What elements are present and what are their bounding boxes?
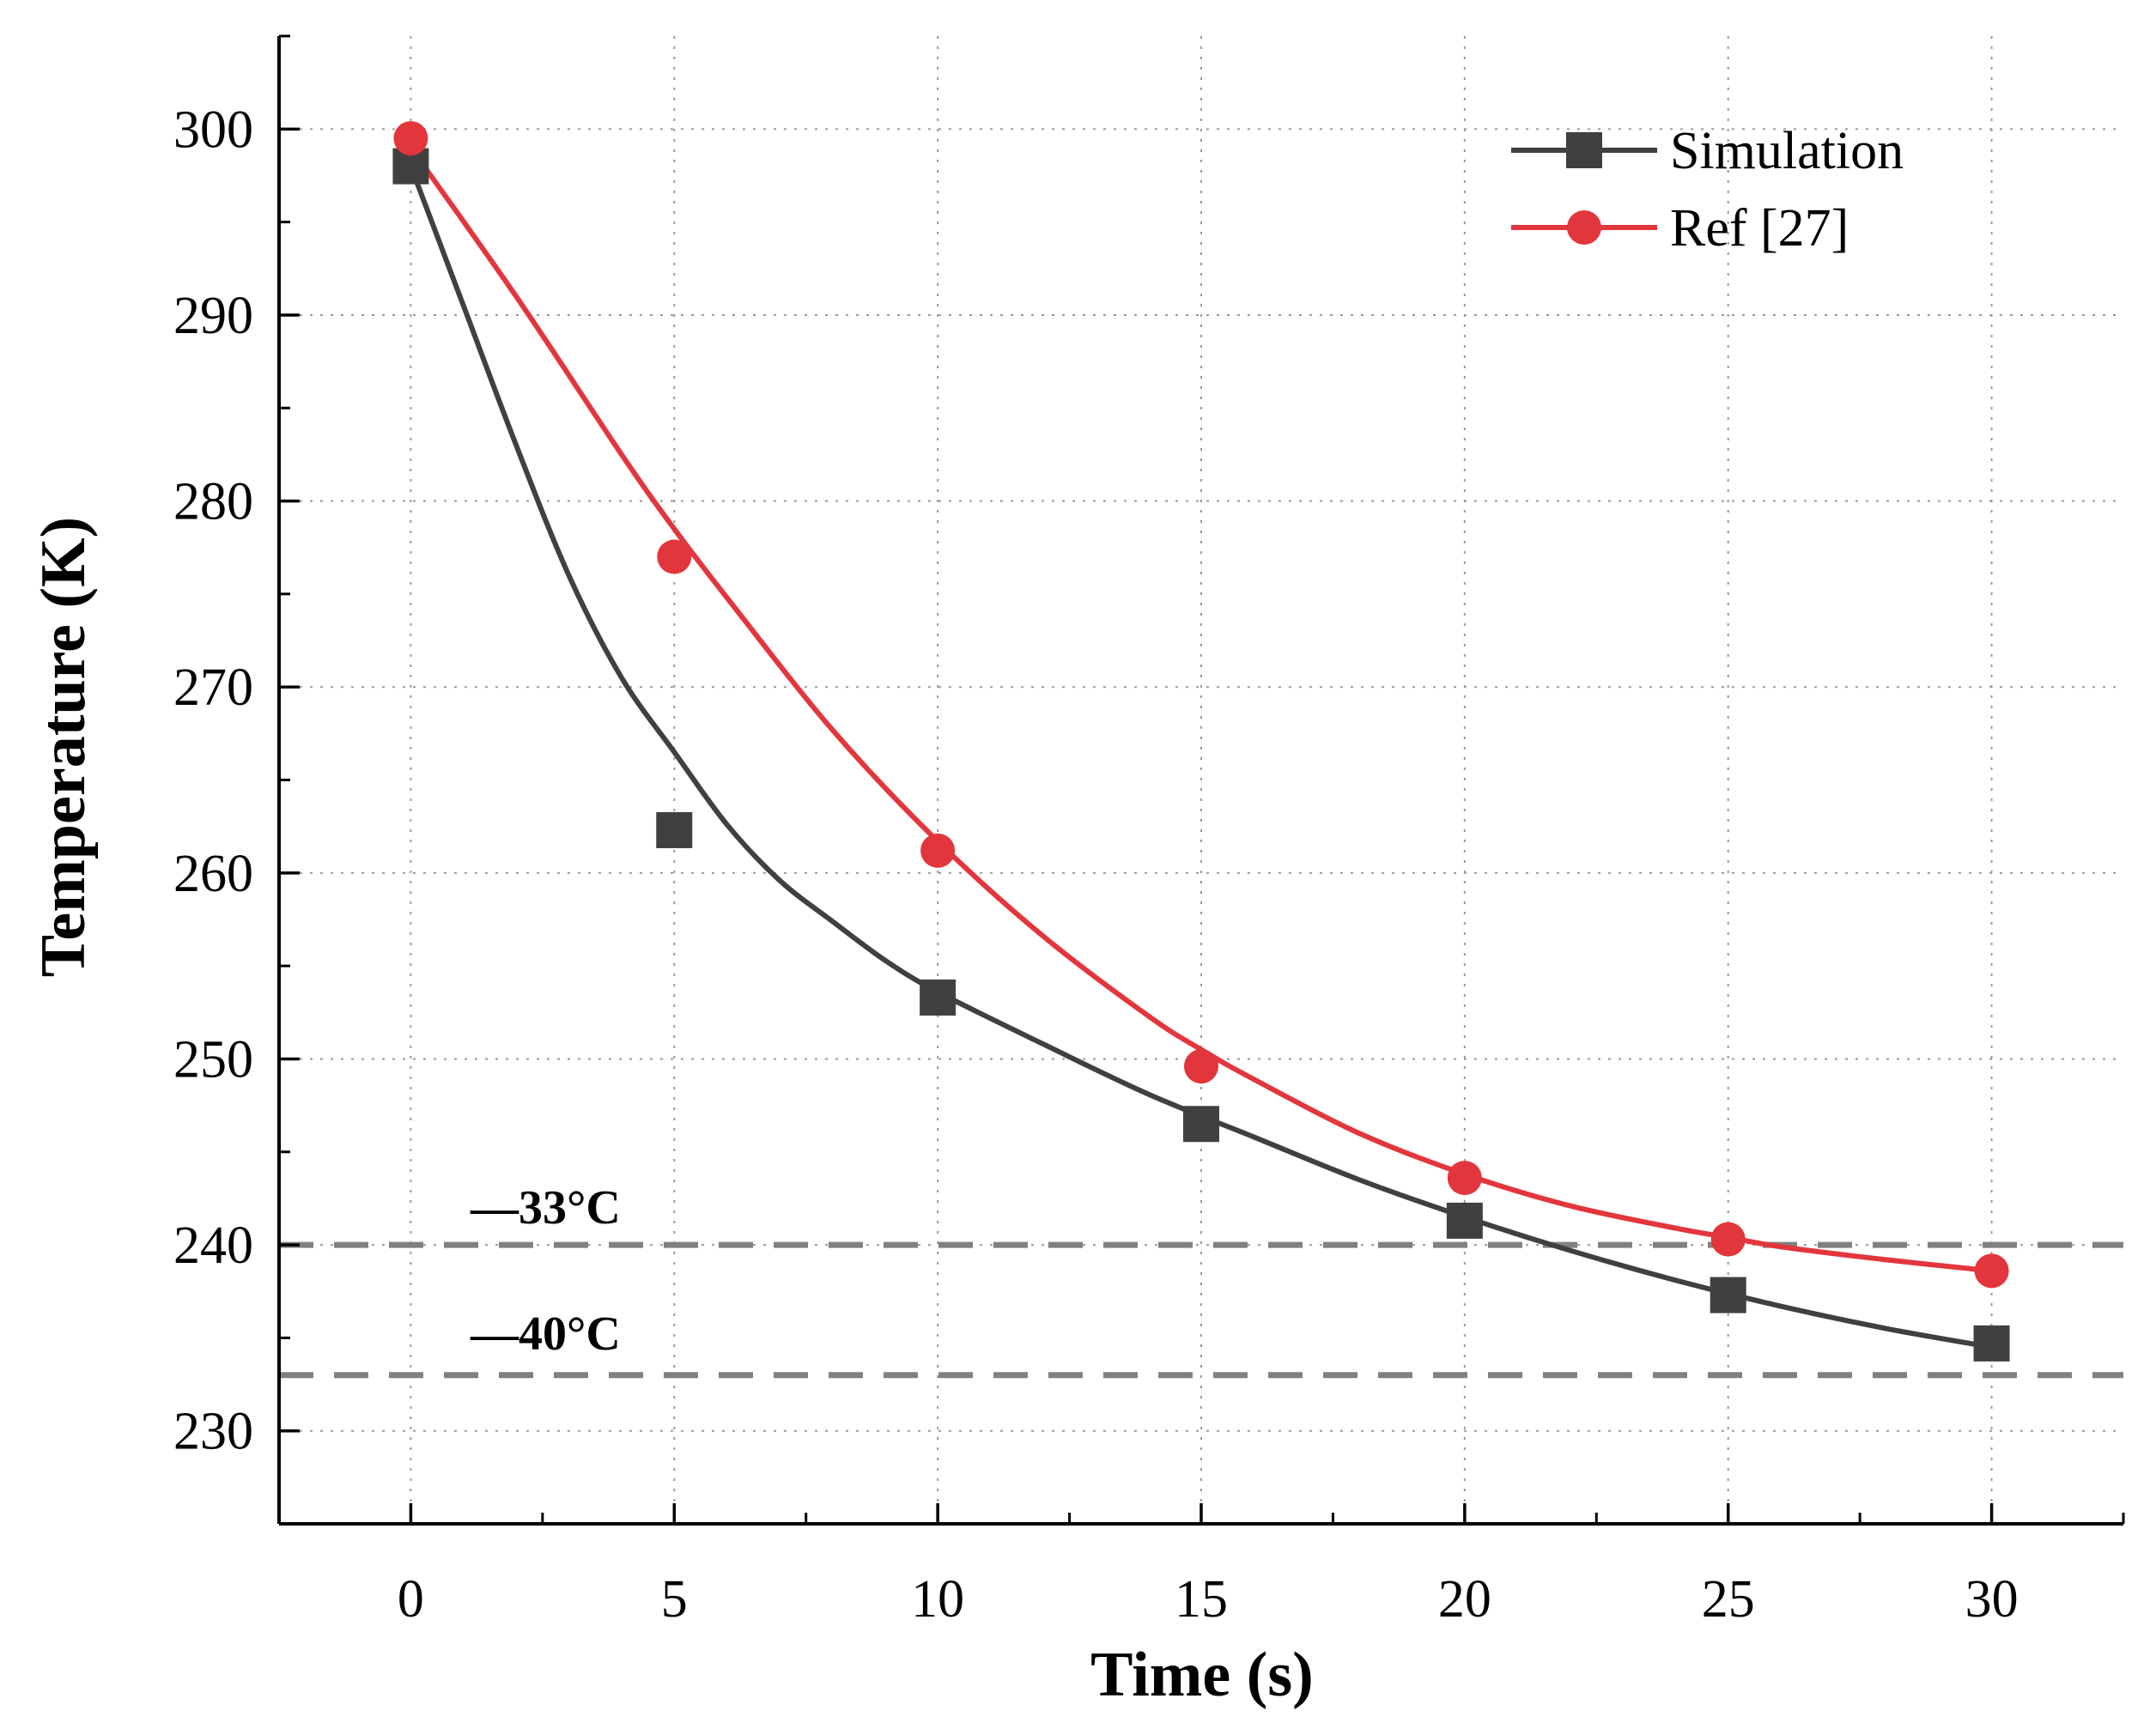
legend-marker-simulation: [1566, 132, 1602, 168]
x-axis-title: Time (s): [1090, 1640, 1314, 1710]
data-point-simulation: [920, 979, 957, 1016]
y-tick-label: 280: [173, 473, 253, 531]
legend: Simulation Ref [27]: [1511, 122, 1904, 258]
y-tick-label: 290: [173, 287, 253, 345]
grid-lines: [279, 36, 2123, 1524]
data-point-simulation: [1446, 1202, 1483, 1239]
data-point-ref: [920, 833, 956, 868]
data-point-simulation: [656, 811, 693, 848]
x-tick-label: 10: [911, 1570, 964, 1629]
data-point-ref: [657, 539, 692, 574]
legend-label-simulation: Simulation: [1670, 122, 1904, 180]
data-point-simulation: [1183, 1106, 1219, 1143]
annotation-33c: —33°C: [470, 1181, 621, 1235]
reference-lines: [279, 1241, 2123, 1379]
y-tick-label: 230: [173, 1403, 253, 1461]
y-axis-title: Temperature (K): [28, 517, 99, 977]
y-tick-label: 260: [173, 845, 253, 903]
x-tick-label: 5: [661, 1570, 688, 1629]
y-tick-label: 240: [173, 1216, 253, 1275]
data-point-ref: [1447, 1161, 1482, 1196]
legend-marker-ref: [1567, 210, 1601, 245]
axes: 0 5 10 15 20 25 30 230 240 250 260 270 280 290 300: [173, 34, 2125, 1629]
data-point-ref: [1710, 1222, 1746, 1257]
x-tick-label: 20: [1438, 1570, 1491, 1629]
x-tick-label: 15: [1175, 1570, 1228, 1629]
data-point-ref: [1974, 1253, 2009, 1289]
data-point-simulation: [1973, 1325, 2010, 1362]
series-line-simulation: [408, 163, 1995, 1350]
annotation-40c: —40°C: [470, 1307, 621, 1361]
legend-label-ref: Ref [27]: [1670, 199, 1849, 258]
data-point-ref: [393, 121, 428, 156]
y-tick-label: 300: [173, 100, 253, 159]
data-point-simulation: [1710, 1277, 1746, 1313]
x-tick-label: 30: [1965, 1570, 2019, 1629]
y-tick-label: 270: [173, 658, 253, 717]
y-tick-label: 250: [173, 1030, 253, 1089]
data-point-ref: [1184, 1049, 1218, 1084]
x-tick-label: 0: [398, 1570, 424, 1629]
series-markers: [392, 121, 2010, 1362]
x-tick-label: 25: [1702, 1570, 1755, 1629]
